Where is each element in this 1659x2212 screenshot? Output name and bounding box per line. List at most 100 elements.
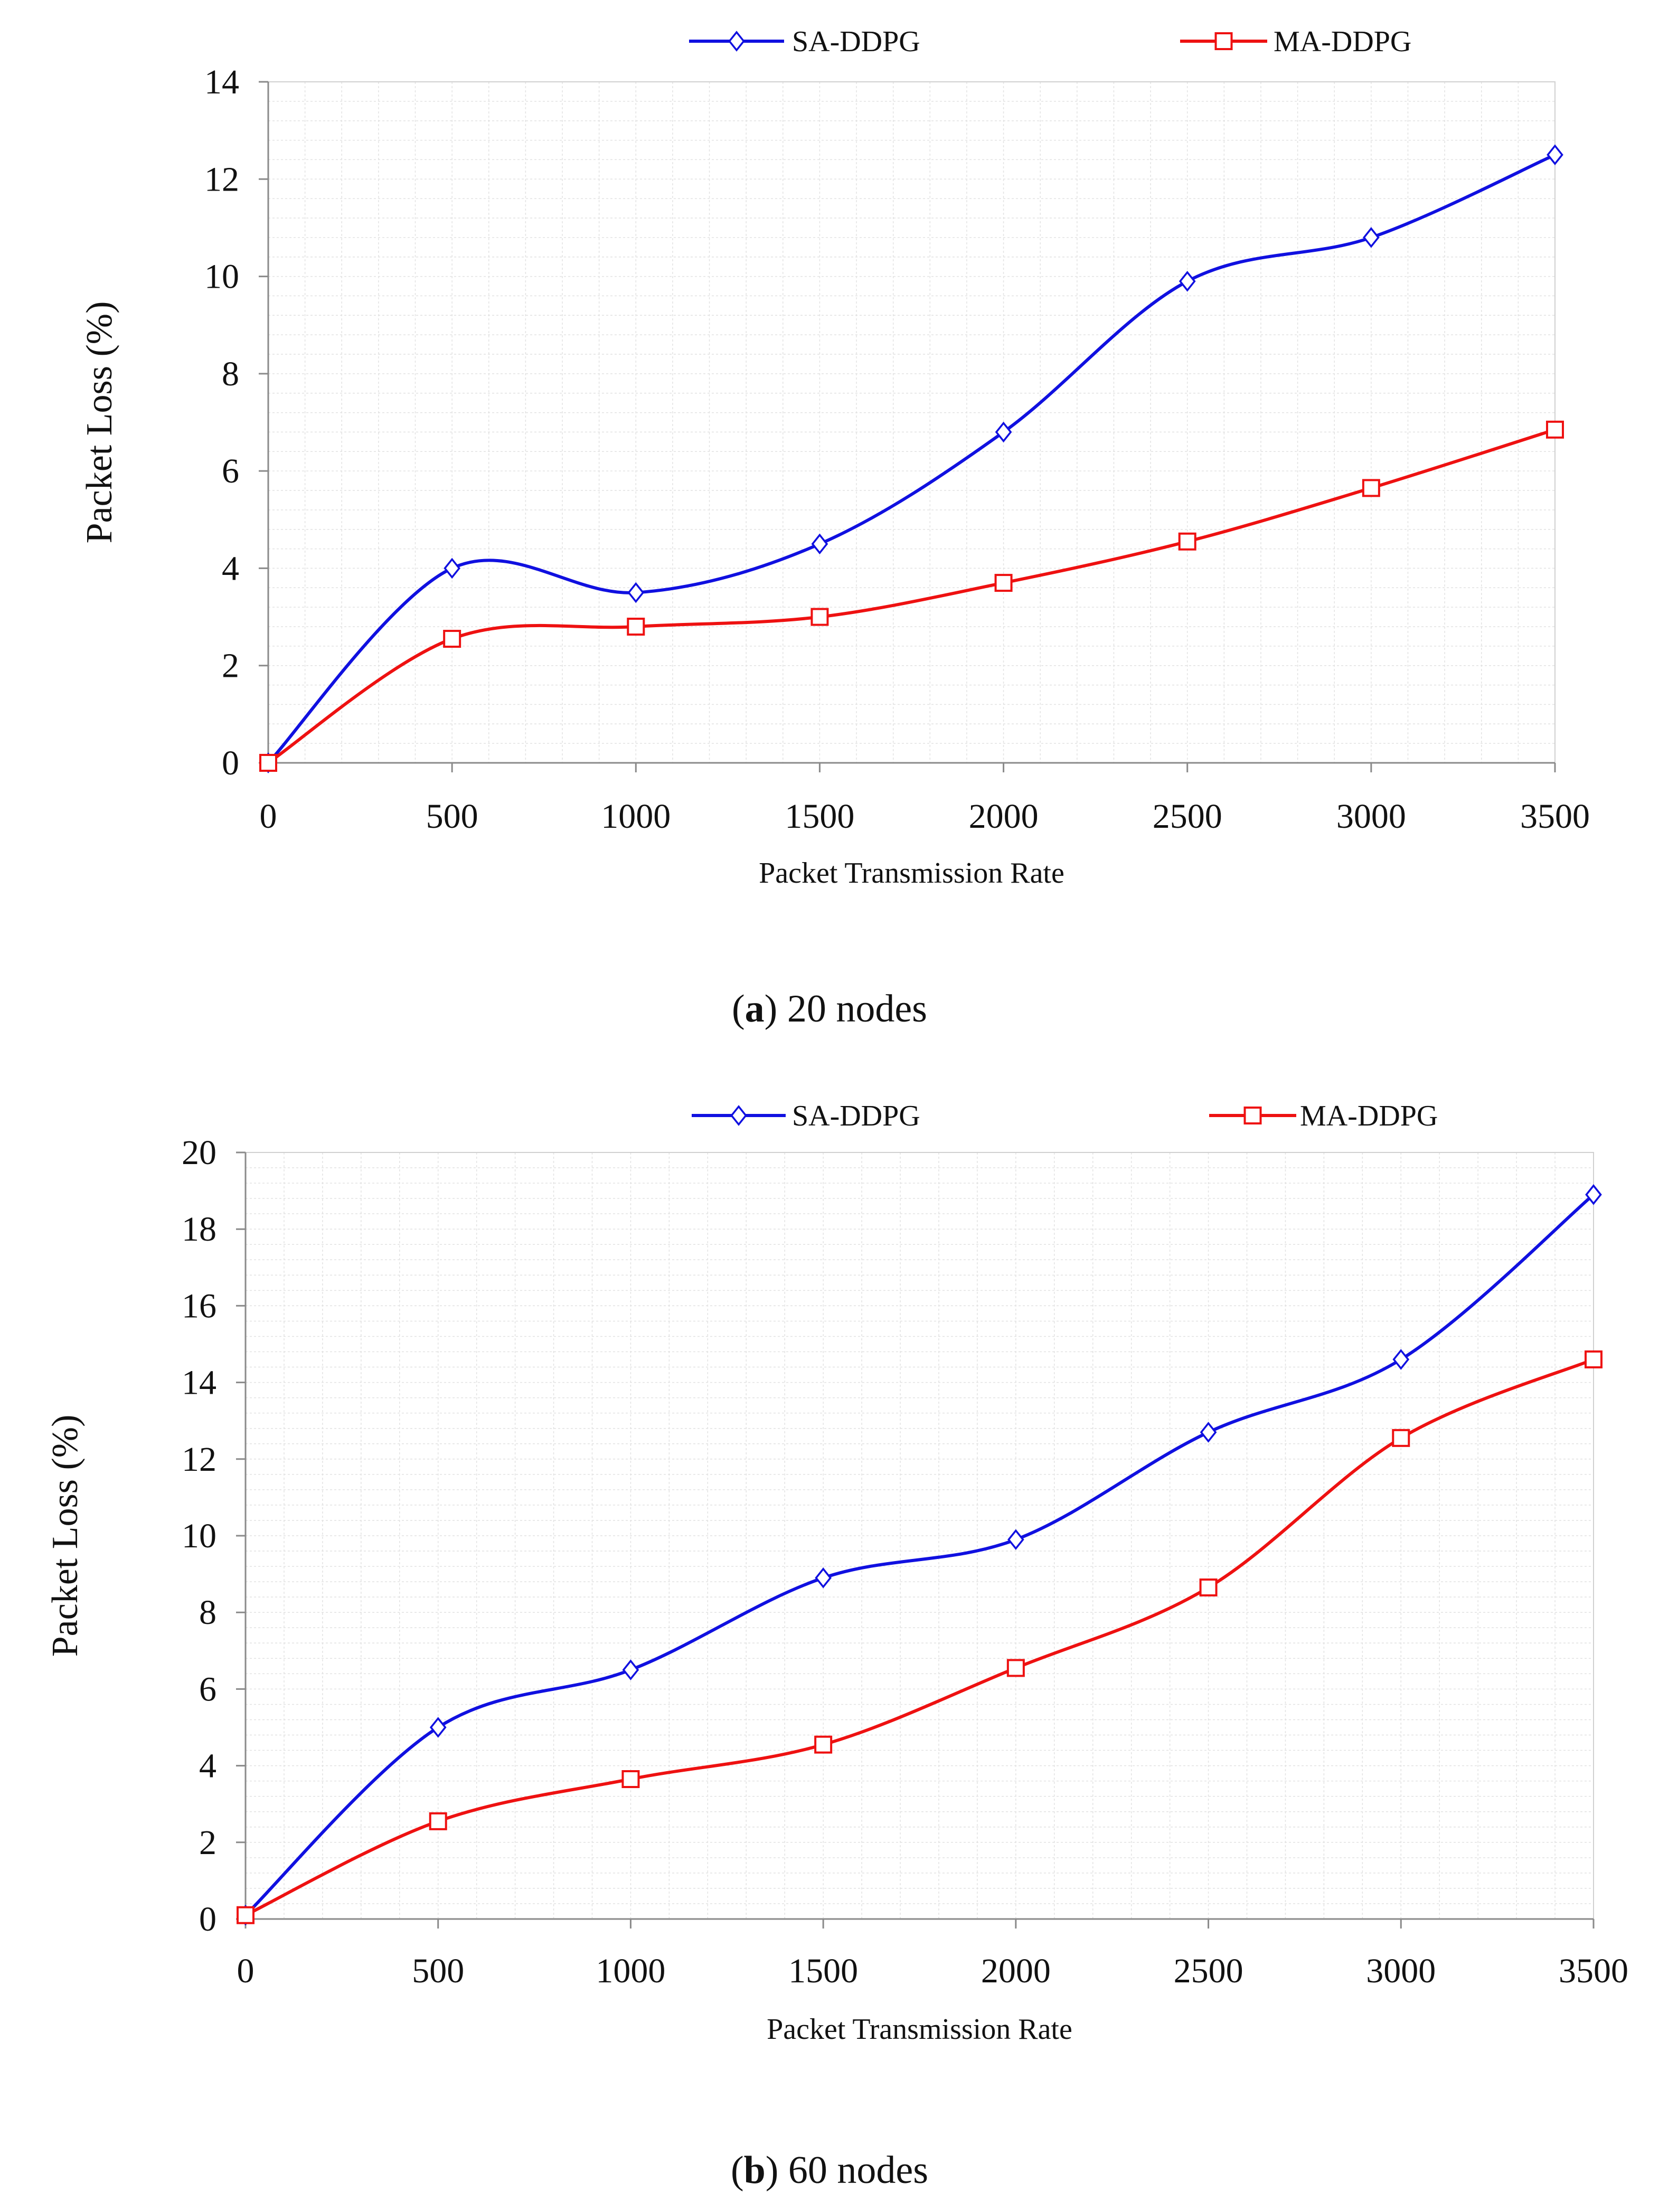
x-tick-label: 1000 xyxy=(601,797,671,836)
data-point xyxy=(237,1906,254,1924)
data-point xyxy=(1199,1578,1218,1597)
legend-label: MA-DDPG xyxy=(1300,1100,1438,1132)
x-tick-label: 2500 xyxy=(1174,1952,1243,1990)
caption-label: b xyxy=(744,2149,766,2192)
y-tick-label: 18 xyxy=(182,1210,216,1249)
x-tick-label: 1500 xyxy=(785,797,854,836)
square-marker-icon xyxy=(1243,1107,1262,1124)
x-tick-label: 1000 xyxy=(596,1952,665,1990)
data-point xyxy=(1392,1429,1410,1447)
y-tick-label: 12 xyxy=(182,1440,216,1479)
data-point xyxy=(621,1770,640,1789)
caption-text: ) 20 nodes xyxy=(765,987,927,1031)
chart-panel-a: 0 2 4 6 8 10 12 14 0 500 1000 1500 2000 2500 3000 3500 P… xyxy=(79,25,1590,1031)
caption-text: ) 60 nodes xyxy=(766,2149,928,2192)
caption-open: ( xyxy=(732,987,745,1031)
data-point xyxy=(995,421,1012,443)
data-point xyxy=(443,630,461,648)
data-point xyxy=(429,1717,447,1738)
x-axis-label: Packet Transmission Rate xyxy=(767,2013,1072,2046)
caption-label: a xyxy=(745,987,765,1031)
y-tick-label: 2 xyxy=(199,1823,216,1862)
series-line xyxy=(267,153,1556,764)
x-tick-label: 3500 xyxy=(1559,1952,1628,1990)
series-sa-ddpg xyxy=(237,1184,1602,1926)
diamond-marker-icon xyxy=(728,31,745,52)
y-tick-label: 16 xyxy=(182,1287,216,1325)
x-tick-label: 3000 xyxy=(1336,797,1406,836)
y-tick-label: 12 xyxy=(204,160,239,198)
series-ma-ddpg xyxy=(237,1350,1603,1924)
data-point xyxy=(1363,227,1380,248)
data-point xyxy=(627,582,645,603)
y-tick-label: 4 xyxy=(199,1747,216,1785)
data-point xyxy=(1585,1184,1602,1205)
legend-label: SA-DDPG xyxy=(792,1100,920,1132)
data-point xyxy=(810,608,829,626)
y-tick-label: 8 xyxy=(199,1593,216,1632)
data-point xyxy=(1585,1350,1603,1369)
data-point xyxy=(1178,532,1196,551)
plot-area xyxy=(268,81,1556,763)
y-tick-label: 4 xyxy=(222,549,239,588)
grid xyxy=(268,82,1555,763)
x-tick-label: 0 xyxy=(237,1952,254,1990)
legend-entry: SA-DDPG xyxy=(689,25,920,58)
legend-label: MA-DDPG xyxy=(1274,25,1411,58)
x-tick-label: 3500 xyxy=(1520,797,1590,836)
legend-entry: SA-DDPG xyxy=(692,1100,920,1132)
y-tick-label: 10 xyxy=(182,1517,216,1555)
x-tick-label: 2000 xyxy=(981,1952,1051,1990)
legend-label: SA-DDPG xyxy=(792,25,920,58)
data-point xyxy=(1200,1422,1217,1443)
y-tick-label: 10 xyxy=(204,258,239,296)
square-marker-icon xyxy=(1214,32,1233,50)
data-point xyxy=(429,1812,447,1830)
x-tick-label: 0 xyxy=(260,797,277,836)
data-point xyxy=(814,1735,833,1754)
y-axis-label: Packet Loss (%) xyxy=(45,1415,86,1657)
chart-panel-b: 0 2 4 6 8 10 12 14 16 18 20 0 500 1000 1500 2000 2500 300… xyxy=(45,1100,1628,2192)
y-tick-label: 8 xyxy=(222,355,239,393)
legend-entry: MA-DDPG xyxy=(1180,25,1411,58)
legend-entry: MA-DDPG xyxy=(1209,1100,1438,1132)
x-tick-label: 2000 xyxy=(969,797,1039,836)
x-tick-label: 3000 xyxy=(1366,1952,1436,1990)
data-point xyxy=(994,574,1013,592)
series-sa-ddpg xyxy=(260,144,1563,773)
data-point xyxy=(1362,479,1380,497)
series-ma-ddpg xyxy=(259,420,1564,772)
data-point xyxy=(811,533,828,555)
y-tick-label: 0 xyxy=(222,744,239,782)
x-tick-label: 500 xyxy=(412,1952,464,1990)
data-point xyxy=(622,1659,639,1680)
series-line xyxy=(267,428,1556,764)
y-tick-label: 20 xyxy=(182,1133,216,1172)
x-axis-label: Packet Transmission Rate xyxy=(759,857,1064,890)
y-axis-label: Packet Loss (%) xyxy=(79,301,120,544)
panel-caption: (a) 20 nodes xyxy=(732,987,927,1031)
x-tick-label: 500 xyxy=(426,797,478,836)
data-point xyxy=(1007,1529,1024,1551)
series-line xyxy=(244,1193,1595,1916)
y-tick-label: 2 xyxy=(222,647,239,685)
y-tick-label: 6 xyxy=(222,452,239,490)
data-point xyxy=(259,754,277,772)
data-point xyxy=(1179,270,1196,292)
data-point xyxy=(1006,1659,1025,1677)
y-tick-label: 0 xyxy=(199,1900,216,1939)
panel-caption: (b) 60 nodes xyxy=(731,2149,928,2192)
x-tick-label: 2500 xyxy=(1153,797,1222,836)
data-point xyxy=(1546,420,1564,439)
data-point xyxy=(1547,144,1563,166)
data-point xyxy=(1392,1349,1410,1370)
x-tick-label: 1500 xyxy=(788,1952,858,1990)
series-line xyxy=(244,1358,1595,1917)
y-tick-label: 14 xyxy=(182,1364,216,1402)
data-point xyxy=(815,1567,832,1589)
caption-open: ( xyxy=(731,2149,744,2192)
diamond-marker-icon xyxy=(730,1105,747,1126)
data-point xyxy=(627,618,645,636)
data-point xyxy=(444,557,460,579)
